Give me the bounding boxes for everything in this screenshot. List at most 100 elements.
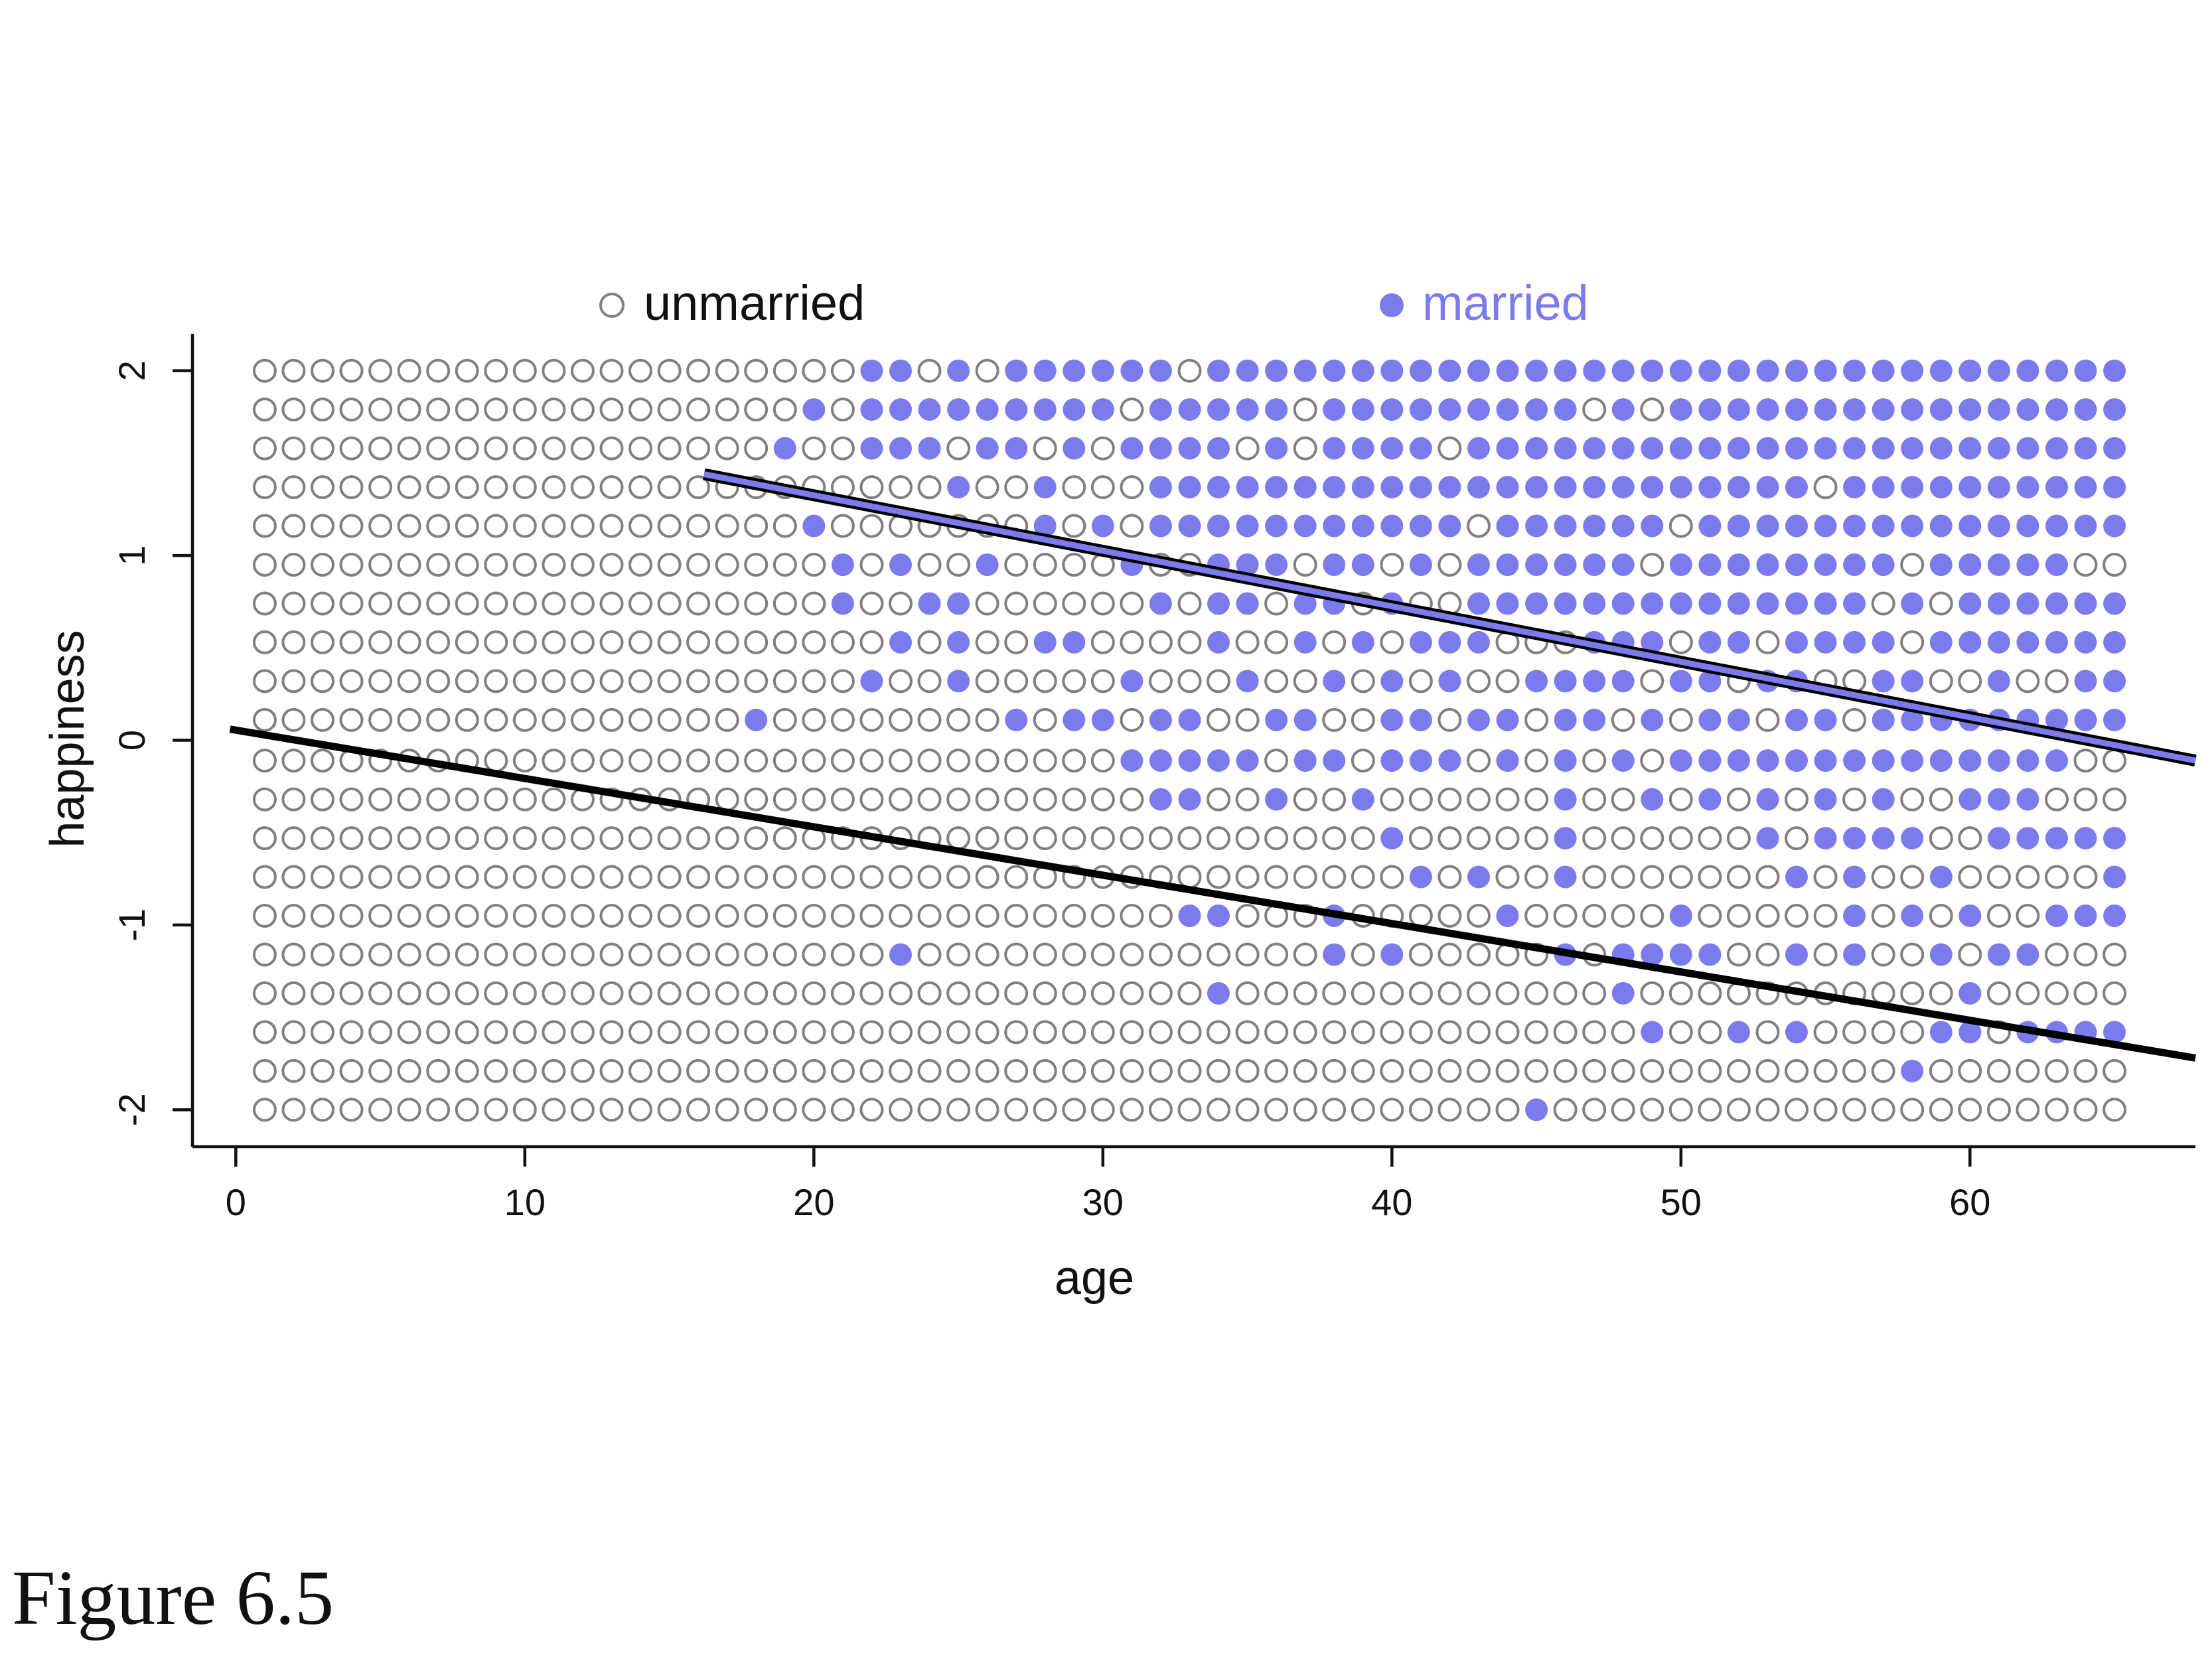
unmarried-point [773, 669, 797, 693]
unmarried-point [1120, 475, 1144, 500]
unmarried-point [570, 630, 595, 654]
legend-marker-married [1380, 293, 1404, 317]
unmarried-point [2073, 942, 2098, 967]
unmarried-point [889, 1020, 913, 1045]
married-point [1583, 359, 1606, 382]
unmarried-point [570, 865, 595, 889]
unmarried-point [311, 904, 334, 928]
married-point [1178, 437, 1201, 460]
unmarried-point [975, 749, 999, 773]
unmarried-point [281, 1020, 306, 1045]
unmarried-point [1062, 475, 1086, 500]
unmarried-point [715, 826, 739, 851]
unmarried-point [859, 904, 884, 928]
married-point [1901, 398, 1924, 421]
unmarried-point [397, 630, 421, 654]
married-point [1843, 437, 1866, 460]
married-point [1987, 592, 2010, 615]
unmarried-point [252, 749, 277, 773]
unmarried-point [426, 553, 451, 577]
unmarried-point [281, 1098, 306, 1122]
married-point [1293, 749, 1317, 772]
unmarried-point [1004, 669, 1029, 693]
married-point [1409, 359, 1432, 382]
married-point [1727, 592, 1750, 615]
married-point [1438, 670, 1461, 693]
unmarried-point [1467, 1058, 1491, 1083]
unmarried-point [368, 904, 393, 928]
unmarried-point [1062, 553, 1086, 577]
married-point [1525, 437, 1548, 460]
unmarried-point [252, 358, 277, 383]
married-point [1323, 943, 1346, 966]
unmarried-point [975, 1020, 999, 1045]
married-point [1872, 708, 1895, 731]
unmarried-point [339, 981, 364, 1005]
unmarried-point [1726, 826, 1751, 851]
unmarried-point [339, 436, 364, 461]
unmarried-point [1726, 865, 1751, 889]
unmarried-point [311, 942, 334, 967]
unmarried-point [397, 787, 421, 812]
unmarried-point [1900, 553, 1925, 577]
married-point [1467, 708, 1490, 731]
unmarried-point [1380, 787, 1404, 812]
married-point [1843, 749, 1866, 772]
unmarried-point [426, 397, 451, 422]
unmarried-point [1900, 1098, 1925, 1122]
unmarried-point [657, 749, 682, 773]
unmarried-point [1668, 707, 1693, 732]
unmarried-point [1611, 904, 1635, 928]
unmarried-point [773, 981, 797, 1005]
married-point [1872, 437, 1895, 460]
unmarried-point [946, 865, 971, 889]
unmarried-point [1929, 826, 1953, 851]
unmarried-point [657, 904, 682, 928]
married-point [1901, 670, 1924, 693]
unmarried-point [1986, 981, 2011, 1005]
unmarried-point [1755, 1058, 1780, 1083]
unmarried-point [455, 1058, 479, 1083]
married-point [1293, 592, 1317, 615]
married-point [1901, 437, 1924, 460]
married-point [2016, 630, 2039, 654]
unmarried-point [830, 826, 855, 851]
unmarried-point [830, 397, 855, 422]
unmarried-point [946, 749, 971, 773]
unmarried-point [1755, 904, 1780, 928]
unmarried-point [1207, 1098, 1230, 1122]
married-point [1611, 670, 1635, 693]
married-point [1872, 788, 1895, 811]
married-point [2045, 398, 2068, 421]
married-point [1583, 553, 1606, 576]
married-point [1265, 359, 1288, 382]
unmarried-point [802, 787, 826, 812]
unmarried-point [686, 669, 711, 693]
unmarried-point [484, 397, 508, 422]
unmarried-point [2045, 787, 2069, 812]
unmarried-point [368, 826, 393, 851]
unmarried-point [1495, 826, 1520, 851]
unmarried-point [1842, 1058, 1867, 1083]
unmarried-point [917, 865, 942, 889]
unmarried-point [2045, 942, 2069, 967]
married-point [2103, 1021, 2126, 1044]
married-point [2045, 630, 2068, 654]
unmarried-point [1293, 904, 1317, 928]
married-point [1380, 827, 1404, 850]
unmarried-point [1582, 787, 1607, 812]
unmarried-point [657, 669, 682, 693]
unmarried-point [1842, 1020, 1867, 1045]
unmarried-point [1929, 591, 1953, 616]
unmarried-point [484, 826, 508, 851]
unmarried-point [397, 1098, 421, 1122]
unmarried-point [1351, 865, 1375, 889]
married-point [1120, 670, 1143, 693]
unmarried-point [599, 707, 624, 732]
unmarried-point [1438, 865, 1462, 889]
married-point [1872, 827, 1895, 850]
unmarried-point [1467, 942, 1491, 967]
unmarried-point [1842, 787, 1867, 812]
unmarried-point [1090, 787, 1115, 812]
